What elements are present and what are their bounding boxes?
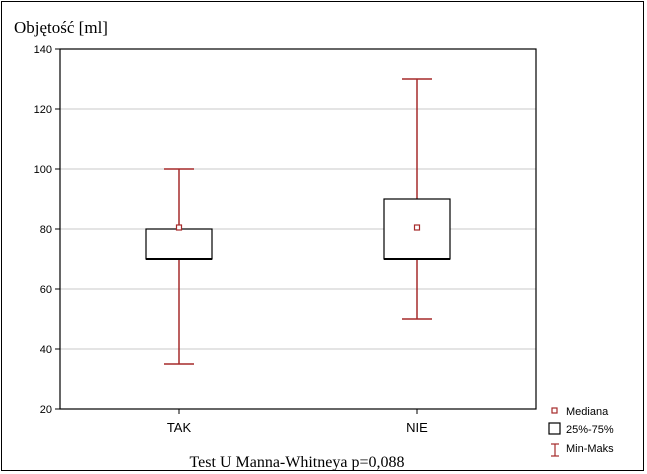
median-marker [413, 224, 421, 231]
legend-box-marker [548, 422, 561, 435]
grid-lines [60, 108, 536, 350]
legend-median-marker [551, 407, 558, 414]
legend-box-label: 25%-75% [566, 424, 614, 436]
legend-whisker-label: Min-Maks [566, 443, 614, 455]
median-marker [175, 224, 183, 231]
legend: Mediana 25%-75% Min-Maks [548, 406, 614, 457]
box-nie [383, 78, 451, 320]
y-tick-label: 20 [40, 404, 52, 416]
y-tick-label: 100 [34, 164, 52, 176]
x-tick-label: TAK [167, 420, 192, 435]
y-axis-ticks: 20 40 60 80 100 120 140 [34, 44, 60, 416]
x-axis-ticks: TAK NIE [167, 409, 428, 435]
legend-median-label: Mediana [566, 406, 609, 418]
y-tick-label: 60 [40, 284, 52, 296]
y-tick-label: 40 [40, 344, 52, 356]
box-tak [145, 168, 213, 365]
y-tick-label: 80 [40, 224, 52, 236]
plot-area [59, 48, 537, 410]
boxes [145, 78, 451, 365]
y-axis-title: Objętość [ml] [14, 18, 108, 37]
x-tick-label: NIE [406, 420, 428, 435]
y-tick-label: 120 [34, 104, 52, 116]
y-tick-label: 140 [34, 44, 52, 56]
legend-whisker-marker [551, 443, 559, 457]
x-axis-title: Test U Manna-Whitneya p=0,088 [190, 454, 405, 471]
iqr-box [145, 228, 213, 260]
